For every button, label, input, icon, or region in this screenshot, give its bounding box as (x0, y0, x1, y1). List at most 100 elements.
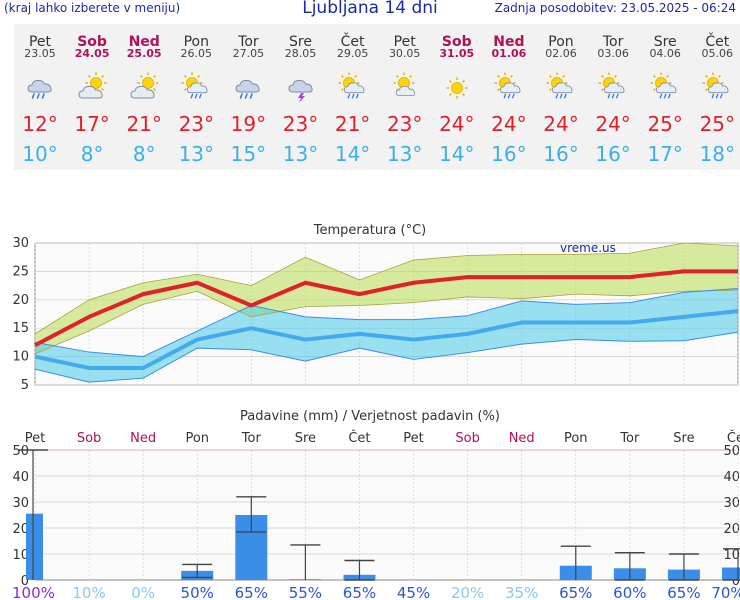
charts: Temperatura (°C) 5 10 15 20 25 30 vreme.us Padav… (12, 223, 740, 600)
day-name: Pon (183, 34, 209, 50)
min-temp: 14° (439, 142, 475, 166)
day-date: 03.06 (597, 47, 629, 60)
day-name: Tor (238, 34, 259, 50)
precip-day-label: Sob (77, 431, 101, 446)
sun-rain-icon (181, 72, 208, 99)
precip-day-label: Pon (564, 431, 588, 446)
day-date: 04.06 (649, 47, 681, 60)
max-band-high-line (34, 242, 739, 335)
max-temp: 17° (74, 112, 110, 136)
precip-error-bar (614, 552, 645, 581)
min-temp: 14° (334, 142, 371, 166)
sun-cloud-icon (393, 72, 415, 97)
sun-rain-icon (494, 72, 521, 99)
day-name: Pon (548, 34, 574, 50)
day-name: Ned (128, 34, 160, 50)
precip-y-tick: 20 (12, 522, 29, 537)
day-name: Sob (77, 34, 107, 50)
precip-bar (722, 567, 740, 580)
max-temp: 24° (439, 112, 475, 136)
precip-probability-label: 65% (235, 584, 268, 600)
precip-probability-label: 65% (343, 584, 376, 600)
precip-plot-area (35, 450, 736, 580)
partly-cloudy-icon (78, 72, 107, 99)
precip-day-label: Pon (185, 431, 209, 446)
precip-probability-label: 65% (559, 584, 592, 600)
min-temp: 13° (282, 142, 319, 166)
temp-y-tick: 25 (12, 264, 29, 279)
precip-day-label: Čet (348, 430, 370, 446)
max-band-low-line (34, 289, 739, 355)
day-name: Pet (393, 34, 416, 50)
max-temp: 24° (595, 112, 631, 136)
precip-day-label: Ned (509, 431, 535, 446)
precip-error-bar (560, 545, 591, 580)
precip-day-label: Tor (241, 431, 262, 446)
watermark-label: vreme.us (560, 241, 616, 255)
day-name: Sre (653, 34, 677, 50)
max-temp: 24° (543, 112, 579, 136)
precip-error-bar (236, 496, 267, 533)
menu-hint: (kraj lahko izberete v meniju) (4, 1, 181, 15)
temp-y-tick: 5 (21, 378, 29, 393)
min-temp: 15° (230, 142, 267, 166)
temp-y-tick: 10 (12, 350, 29, 365)
min-temp: 18° (699, 142, 736, 166)
max-temp: 23° (282, 112, 319, 136)
day-name: Čet (705, 34, 730, 50)
precip-error-bar (18, 449, 48, 580)
precip-probability-label: 65% (667, 584, 700, 600)
min-temp: 16° (595, 142, 631, 166)
day-date: 23.05 (24, 47, 56, 60)
day-date: 25.05 (126, 47, 162, 60)
max-temp: 21° (334, 112, 371, 136)
max-temp: 23° (386, 112, 423, 136)
precip-probability-label: 20% (451, 584, 484, 600)
precip-day-label: Sre (673, 431, 694, 446)
rain-cloud-icon (27, 79, 52, 99)
max-temp: 24° (491, 112, 527, 136)
sun-rain-icon (650, 72, 677, 99)
precip-probability-label: 70% (711, 584, 740, 600)
precip-y-tick-right: 20 (723, 522, 740, 537)
day-name: Sre (289, 34, 312, 50)
temp-chart-title: Temperatura (°C) (313, 223, 426, 238)
precip-probability-label: 10% (72, 584, 105, 600)
max-temp: 25° (647, 112, 683, 136)
min-temp: 8° (80, 142, 104, 166)
max-temp: 12° (22, 112, 58, 136)
min-temp: 13° (386, 142, 423, 166)
precip-y-tick-right: 10 (723, 548, 740, 563)
max-temp: 21° (126, 112, 162, 136)
min-temp: 13° (178, 142, 215, 166)
precip-y-tick-right: 40 (723, 470, 740, 485)
day-date: 27.05 (232, 47, 265, 60)
precip-day-label: Ned (130, 431, 156, 446)
precip-probability-label: 0% (131, 584, 155, 600)
temp-y-tick: 30 (12, 236, 29, 251)
precip-y-tick: 50 (12, 444, 29, 459)
precip-day-label: Sre (295, 431, 316, 446)
precip-error-bar (344, 559, 375, 581)
day-date: 01.06 (491, 47, 527, 60)
min-temp: 8° (132, 142, 156, 166)
temp-y-tick: 15 (12, 321, 29, 336)
precip-day-label: Pet (403, 431, 423, 446)
day-date: 02.06 (545, 47, 577, 60)
sun-rain-icon (338, 72, 365, 99)
forecast-strip: Pet 23.05 12° 10° Sob 24.05 17° 8° Ned 25.05 21° 8°… (14, 24, 740, 170)
min-temp: 17° (647, 142, 683, 166)
precip-chart-title: Padavine (mm) / Verjetnost padavin (%) (240, 409, 500, 424)
precip-error-bar (182, 563, 213, 579)
temp-y-tick: 20 (12, 293, 29, 308)
thunderstorm-icon (287, 79, 313, 103)
precip-day-label: Tor (619, 431, 640, 446)
precip-error-bar (723, 548, 740, 581)
precip-y-tick: 30 (12, 496, 29, 511)
max-temp-band (35, 243, 738, 354)
day-date: 30.05 (388, 47, 421, 60)
rain-cloud-icon (235, 79, 260, 99)
precip-error-bar (290, 544, 321, 580)
day-name: Čet (340, 34, 365, 50)
max-temp-line (34, 269, 738, 348)
